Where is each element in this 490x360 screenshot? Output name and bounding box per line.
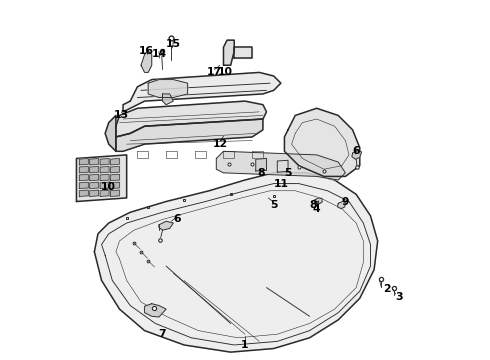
Text: 14: 14 bbox=[151, 49, 167, 59]
Text: 16: 16 bbox=[139, 46, 154, 56]
Polygon shape bbox=[79, 190, 88, 197]
Polygon shape bbox=[148, 80, 188, 98]
Polygon shape bbox=[100, 166, 109, 173]
Polygon shape bbox=[100, 190, 109, 197]
Polygon shape bbox=[111, 166, 120, 173]
Text: 6: 6 bbox=[173, 215, 181, 224]
Text: 8: 8 bbox=[309, 200, 317, 210]
Text: 7: 7 bbox=[159, 329, 166, 339]
Text: 6: 6 bbox=[352, 146, 360, 156]
Polygon shape bbox=[315, 198, 322, 204]
Text: 2: 2 bbox=[383, 284, 391, 294]
Text: 1: 1 bbox=[241, 340, 249, 350]
Polygon shape bbox=[79, 166, 88, 173]
Polygon shape bbox=[111, 182, 120, 189]
Text: 11: 11 bbox=[273, 179, 288, 189]
Polygon shape bbox=[116, 101, 267, 137]
Polygon shape bbox=[79, 182, 88, 189]
Polygon shape bbox=[145, 304, 166, 317]
Text: 15: 15 bbox=[166, 39, 181, 49]
Polygon shape bbox=[163, 94, 173, 105]
Polygon shape bbox=[90, 166, 98, 173]
Polygon shape bbox=[100, 158, 109, 165]
Polygon shape bbox=[352, 150, 362, 159]
Text: 10: 10 bbox=[101, 182, 116, 192]
Polygon shape bbox=[159, 221, 173, 230]
Text: 3: 3 bbox=[395, 292, 403, 302]
Polygon shape bbox=[256, 158, 267, 171]
Polygon shape bbox=[90, 190, 98, 197]
Polygon shape bbox=[100, 174, 109, 181]
Polygon shape bbox=[111, 190, 120, 197]
Polygon shape bbox=[285, 108, 360, 176]
Text: 5: 5 bbox=[270, 200, 277, 210]
Text: 5: 5 bbox=[284, 168, 292, 178]
Polygon shape bbox=[141, 51, 152, 72]
Polygon shape bbox=[111, 158, 120, 165]
Text: 9: 9 bbox=[342, 197, 349, 207]
Polygon shape bbox=[90, 174, 98, 181]
Text: 13: 13 bbox=[114, 111, 129, 121]
Polygon shape bbox=[90, 182, 98, 189]
Polygon shape bbox=[116, 119, 263, 151]
Polygon shape bbox=[223, 40, 234, 65]
Text: 12: 12 bbox=[212, 139, 227, 149]
Polygon shape bbox=[123, 72, 281, 112]
Polygon shape bbox=[90, 158, 98, 165]
Polygon shape bbox=[216, 151, 345, 180]
Text: 4: 4 bbox=[313, 204, 320, 214]
Polygon shape bbox=[111, 174, 120, 181]
Polygon shape bbox=[338, 202, 345, 209]
Polygon shape bbox=[105, 116, 116, 151]
Text: 8: 8 bbox=[257, 168, 265, 178]
Text: 10: 10 bbox=[218, 67, 233, 77]
Polygon shape bbox=[234, 47, 252, 58]
Text: 17: 17 bbox=[207, 67, 222, 77]
Polygon shape bbox=[100, 182, 109, 189]
Polygon shape bbox=[79, 174, 88, 181]
Polygon shape bbox=[95, 173, 378, 352]
Polygon shape bbox=[79, 158, 88, 165]
Polygon shape bbox=[76, 155, 126, 202]
